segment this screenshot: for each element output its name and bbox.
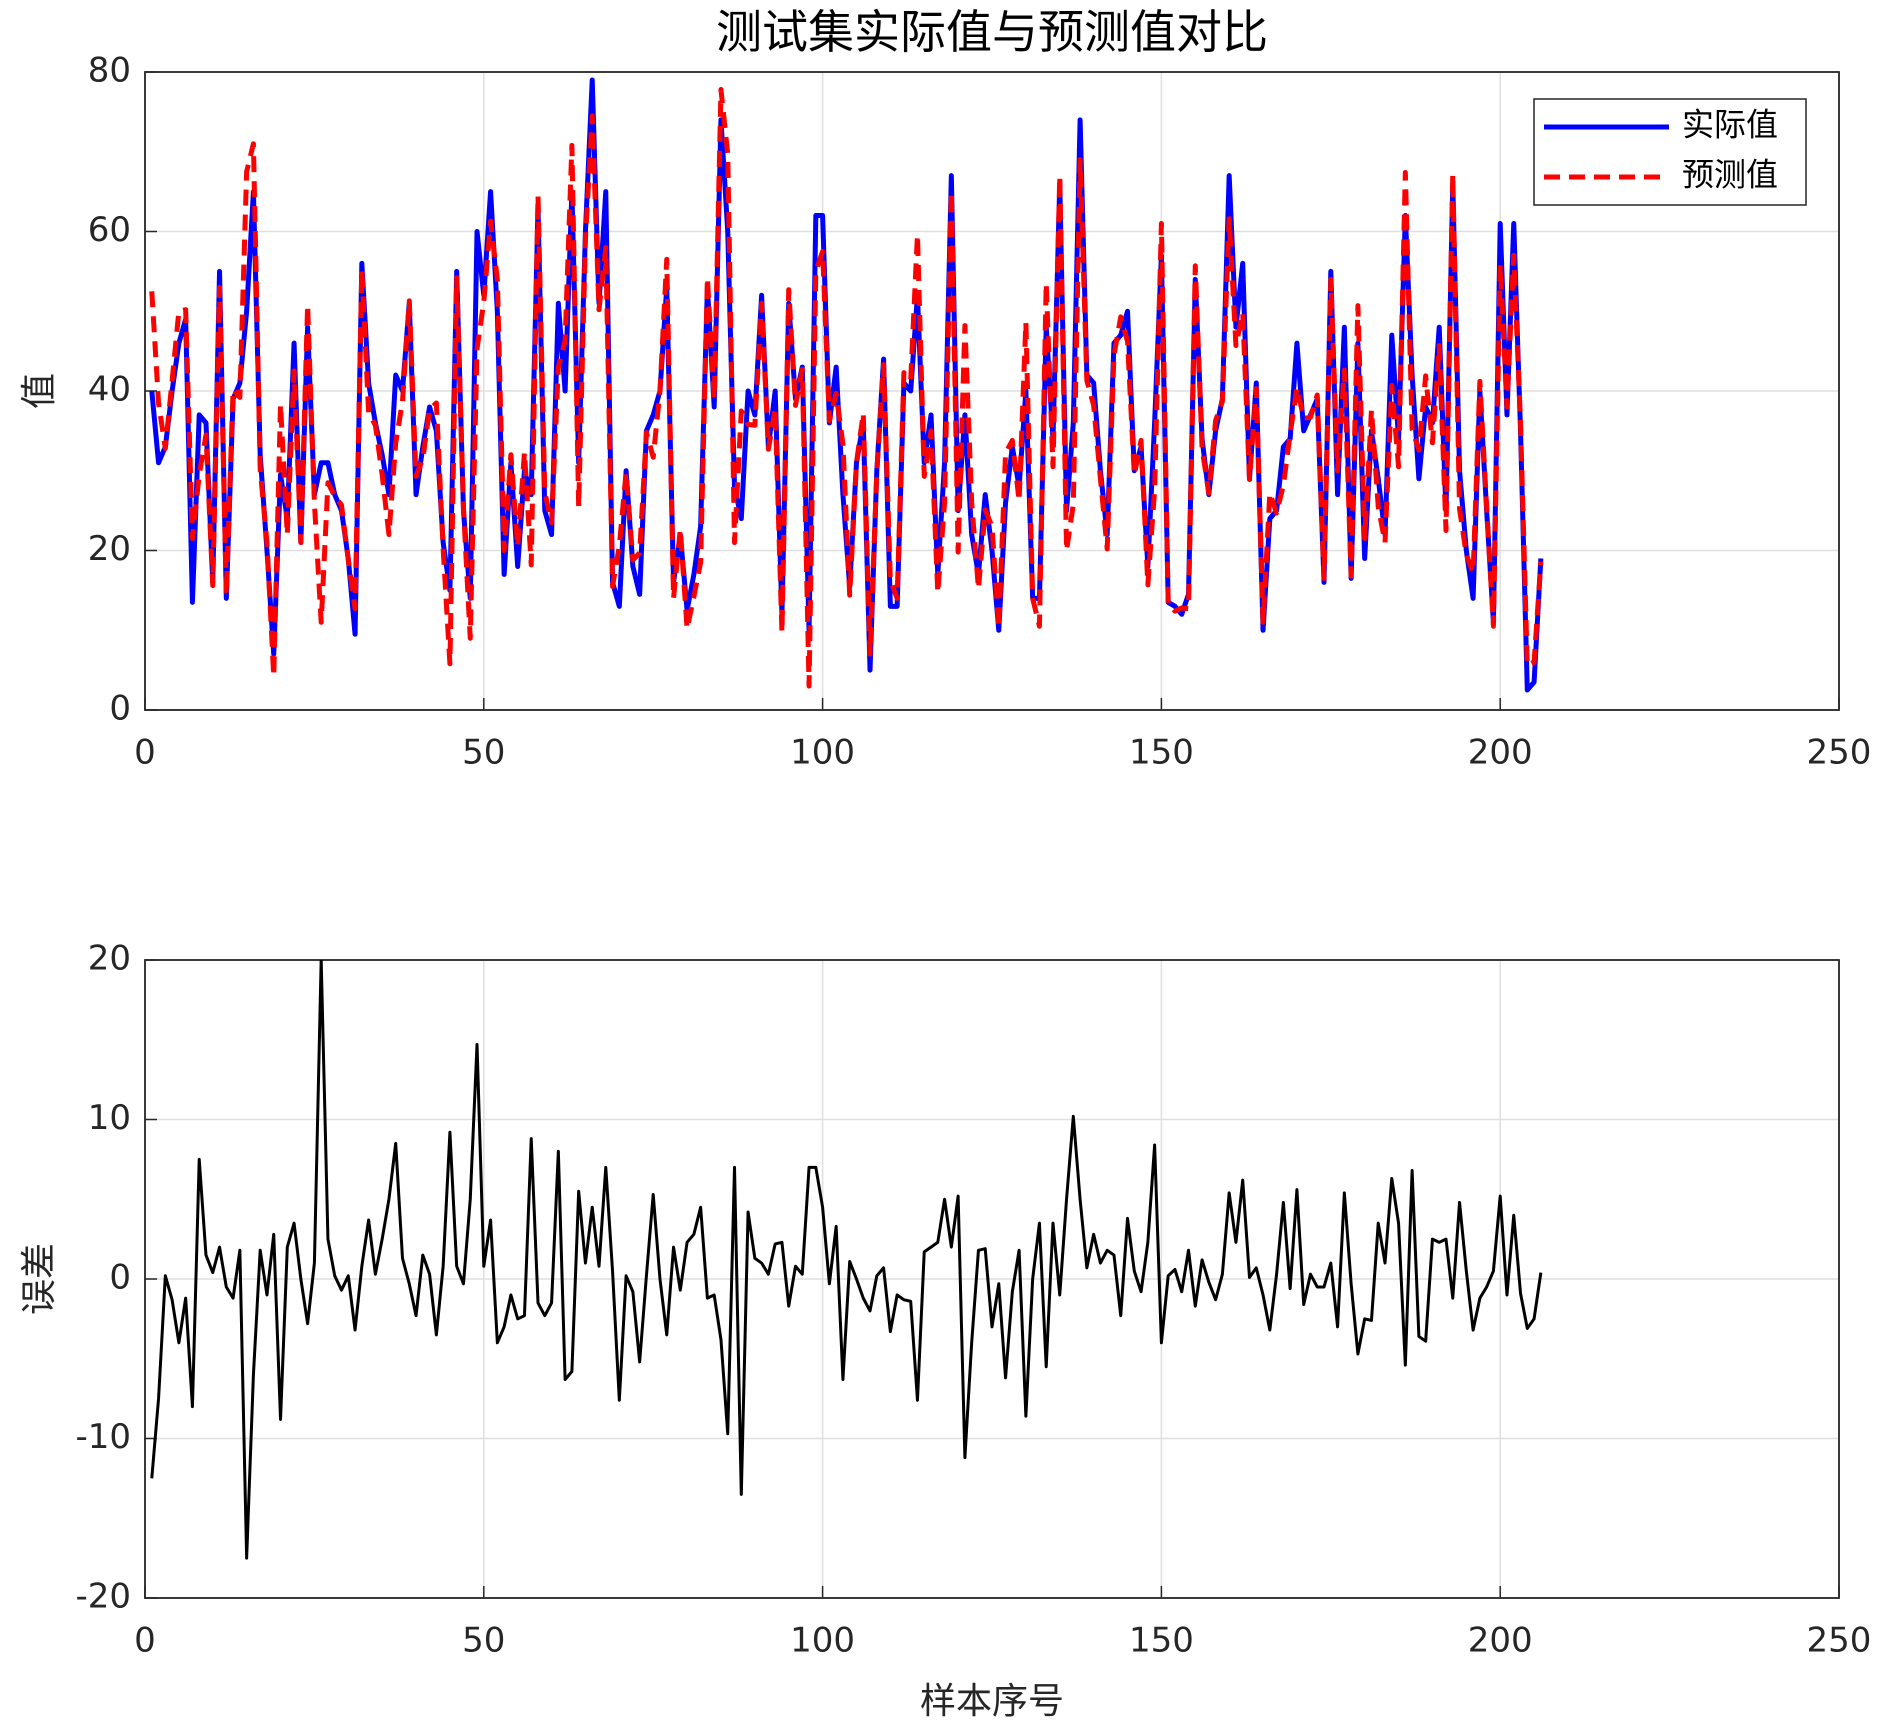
x-tick-label: 150 — [1129, 1621, 1194, 1661]
x-tick-label: 0 — [134, 1621, 156, 1661]
y-tick-label: 20 — [88, 939, 131, 979]
x-tick-label: 200 — [1468, 1621, 1533, 1661]
y-tick-label: 20 — [88, 529, 131, 569]
legend-box — [1533, 98, 1807, 206]
y-axis-label: 误差 — [19, 1243, 60, 1315]
y-tick-label: 0 — [109, 689, 131, 729]
x-tick-label: 250 — [1807, 1621, 1872, 1661]
y-tick-label: -20 — [75, 1577, 131, 1617]
axes-box — [144, 71, 1840, 711]
y-tick-label: 60 — [88, 210, 131, 250]
legend-label: 预测值 — [1682, 156, 1778, 194]
x-tick-label: 50 — [462, 1621, 505, 1661]
y-tick-label: 80 — [88, 51, 131, 91]
y-tick-label: 40 — [88, 370, 131, 410]
data-line — [149, 87, 1544, 689]
y-tick-label: 10 — [88, 1098, 131, 1138]
y-axis-label: 值 — [19, 373, 60, 409]
y-tick-label: -10 — [75, 1417, 131, 1457]
x-tick-label: 0 — [134, 733, 156, 773]
chart-title: 测试集实际值与预测值对比 — [716, 5, 1268, 59]
x-tick-label: 150 — [1129, 733, 1194, 773]
x-tick-label: 50 — [462, 733, 505, 773]
x-tick-label: 100 — [790, 1621, 855, 1661]
x-tick-label: 250 — [1807, 733, 1872, 773]
x-tick-label: 100 — [790, 733, 855, 773]
x-axis-label: 样本序号 — [920, 1681, 1064, 1722]
legend-label: 实际值 — [1682, 106, 1778, 144]
data-line — [150, 960, 1543, 1560]
axes-box — [144, 959, 1840, 1599]
x-tick-label: 200 — [1468, 733, 1533, 773]
y-tick-label: 0 — [109, 1258, 131, 1298]
